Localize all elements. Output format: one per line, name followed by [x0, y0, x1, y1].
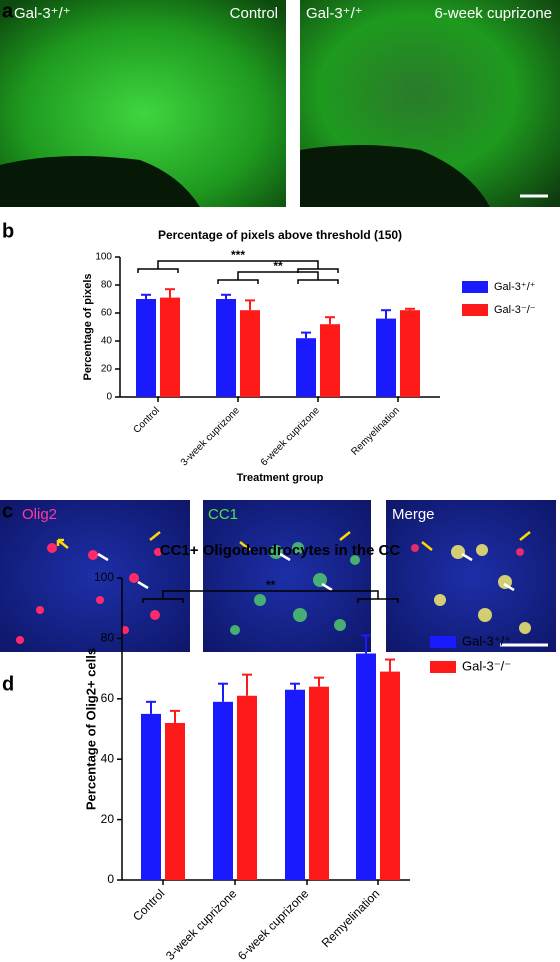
- image-label: Olig2: [22, 506, 57, 523]
- x-tick-label: Remyelination: [319, 886, 383, 950]
- image-label: Control: [230, 5, 278, 22]
- bar: [160, 297, 180, 397]
- y-axis-label: Percentage of pixels: [82, 274, 94, 381]
- bar: [320, 324, 340, 397]
- chart-title: CC1+ Oligodendrocytes in the CC: [160, 542, 401, 559]
- panel-letter: d: [2, 673, 14, 695]
- y-tick-label: 80: [101, 631, 115, 645]
- x-axis-label: Treatment group: [237, 472, 324, 484]
- significance-bracket: [137, 260, 339, 273]
- y-tick-label: 100: [94, 570, 114, 584]
- bar: [356, 653, 376, 880]
- significance-label: ***: [231, 248, 245, 262]
- legend-label: Gal-3⁻/⁻: [494, 304, 536, 316]
- legend-label: Gal-3⁺/⁺: [462, 633, 511, 648]
- x-tick-label: 6-week cuprizone: [259, 405, 323, 469]
- bar: [240, 310, 260, 397]
- legend-label: Gal-3⁺/⁺: [494, 281, 536, 293]
- panel-letter: c: [2, 500, 13, 522]
- dark-region: [300, 145, 490, 207]
- significance-label: **: [266, 578, 276, 592]
- bar: [213, 701, 233, 880]
- x-tick-label: Remyelination: [349, 405, 402, 458]
- bar: [309, 686, 329, 880]
- legend-swatch: [462, 304, 488, 316]
- legend-swatch: [430, 636, 456, 648]
- x-tick-label: Control: [131, 405, 162, 436]
- x-tick-label: 3-week cuprizone: [179, 405, 243, 469]
- y-tick-label: 40: [101, 751, 115, 765]
- legend-swatch: [462, 281, 488, 293]
- bar: [285, 689, 305, 880]
- y-axis-label: Percentage of Olig2+ cells: [83, 648, 98, 810]
- y-tick-label: 20: [101, 364, 113, 375]
- arrows: [56, 531, 531, 592]
- bar: [216, 299, 236, 397]
- y-tick-label: 80: [101, 280, 113, 291]
- legend-swatch: [430, 661, 456, 673]
- bar: [165, 722, 185, 880]
- panel-letter: b: [2, 220, 14, 242]
- x-tick-label: Control: [130, 886, 167, 923]
- y-tick-label: 60: [101, 691, 115, 705]
- y-tick-label: 20: [101, 812, 115, 826]
- bar: [380, 671, 400, 880]
- panel-letter: a: [2, 0, 14, 22]
- significance-bracket: [217, 271, 339, 284]
- bar: [136, 299, 156, 397]
- bar: [296, 338, 316, 397]
- x-tick-label: 6-week cuprizone: [235, 886, 312, 962]
- bar: [376, 318, 396, 397]
- image-label: CC1: [208, 506, 238, 523]
- significance-label: **: [273, 259, 283, 273]
- cells: [16, 543, 162, 644]
- bar: [400, 310, 420, 397]
- y-tick-label: 40: [101, 336, 113, 347]
- micrograph: [0, 500, 190, 652]
- image-label: Merge: [392, 506, 435, 523]
- y-tick-label: 60: [101, 308, 113, 319]
- image-label: 6-week cuprizone: [434, 5, 552, 22]
- bar: [237, 695, 257, 880]
- image-label: Gal-3⁺/⁺: [306, 5, 363, 22]
- image-label: Gal-3⁺/⁺: [14, 5, 71, 22]
- significance-bracket: [142, 590, 399, 603]
- chart-title: Percentage of pixels above threshold (15…: [158, 228, 402, 242]
- bar: [141, 713, 161, 880]
- y-tick-label: 0: [107, 872, 114, 886]
- y-tick-label: 100: [95, 252, 112, 263]
- legend-label: Gal-3⁻/⁻: [462, 658, 511, 673]
- x-tick-label: 3-week cuprizone: [163, 886, 240, 962]
- dark-region: [0, 156, 200, 207]
- y-tick-label: 0: [106, 392, 112, 403]
